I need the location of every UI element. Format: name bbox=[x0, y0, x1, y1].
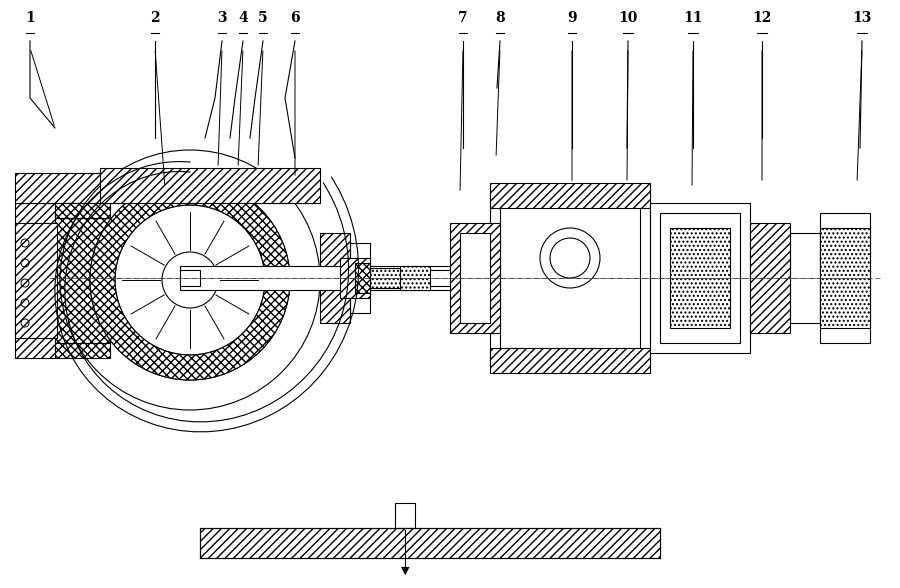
Bar bbox=[790, 233, 820, 323]
Bar bbox=[460, 233, 490, 323]
Text: 13: 13 bbox=[852, 11, 872, 25]
Text: 1: 1 bbox=[25, 11, 35, 25]
Bar bbox=[660, 213, 740, 343]
Bar bbox=[15, 173, 315, 203]
Bar bbox=[350, 243, 370, 313]
Circle shape bbox=[115, 205, 265, 355]
Text: 3: 3 bbox=[217, 11, 227, 25]
Circle shape bbox=[162, 252, 218, 308]
Text: 2: 2 bbox=[150, 11, 160, 25]
Text: 11: 11 bbox=[683, 11, 703, 25]
Text: 6: 6 bbox=[290, 11, 300, 25]
Bar bbox=[55, 218, 110, 343]
Bar bbox=[820, 213, 870, 343]
Bar bbox=[100, 168, 320, 203]
Bar bbox=[370, 268, 400, 288]
Bar bbox=[55, 203, 110, 218]
Text: 8: 8 bbox=[495, 11, 505, 25]
Text: 7: 7 bbox=[458, 11, 468, 25]
Bar bbox=[490, 193, 650, 363]
Bar bbox=[320, 233, 350, 323]
Text: 10: 10 bbox=[618, 11, 638, 25]
Bar bbox=[500, 203, 640, 353]
Wedge shape bbox=[90, 180, 290, 380]
Bar bbox=[400, 266, 430, 290]
Bar bbox=[670, 228, 730, 328]
Text: 9: 9 bbox=[567, 11, 577, 25]
Bar bbox=[490, 183, 650, 208]
Bar bbox=[395, 503, 415, 528]
Text: 4: 4 bbox=[238, 11, 248, 25]
Bar bbox=[15, 223, 57, 338]
Bar bbox=[180, 270, 200, 286]
Bar bbox=[55, 343, 110, 358]
Bar bbox=[750, 223, 790, 333]
Bar bbox=[450, 223, 500, 333]
Bar bbox=[200, 528, 660, 558]
Bar bbox=[820, 228, 870, 328]
Bar bbox=[180, 266, 780, 290]
Bar bbox=[355, 263, 370, 293]
Text: 5: 5 bbox=[258, 11, 268, 25]
Bar bbox=[430, 270, 760, 286]
Bar bbox=[340, 258, 370, 298]
Text: ▼: ▼ bbox=[400, 566, 410, 576]
Text: 12: 12 bbox=[752, 11, 771, 25]
Bar bbox=[15, 203, 55, 358]
Bar bbox=[490, 348, 650, 373]
Bar bbox=[650, 203, 750, 353]
